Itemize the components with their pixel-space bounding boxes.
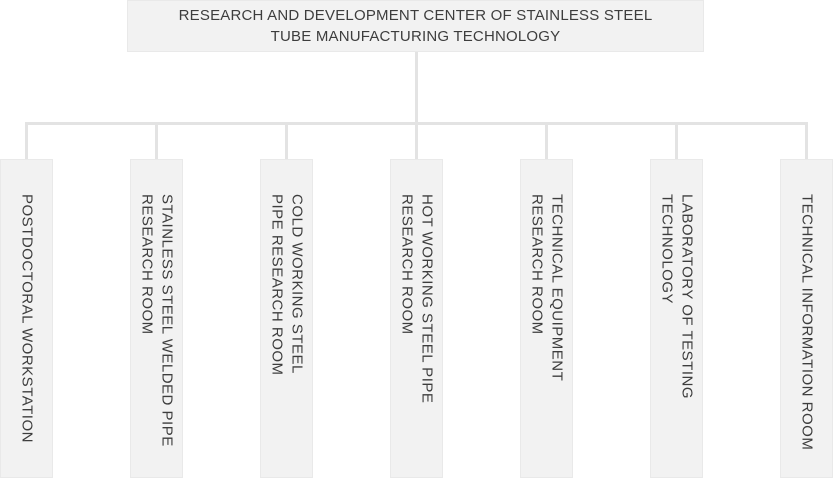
- dept-label: STAINLESS STEEL WELDED PIPE RESEARCH ROO…: [138, 194, 176, 447]
- connector-drop-2: [155, 122, 158, 160]
- org-root-node: RESEARCH AND DEVELOPMENT CENTER OF STAIN…: [127, 0, 704, 52]
- connector-drop-7: [805, 122, 808, 160]
- org-node-hot-working-steel-pipe-research-room: HOT WORKING STEEL PIPE RESEARCH ROOM: [390, 159, 443, 478]
- org-node-laboratory-of-testing-technology: LABORATORY OF TESTING TECHNOLOGY: [650, 159, 703, 478]
- org-root-label: RESEARCH AND DEVELOPMENT CENTER OF STAIN…: [178, 7, 653, 45]
- connector-root-stem: [415, 52, 418, 122]
- dept-label: TECHNICAL EQUIPMENT RESEARCH ROOM: [528, 194, 566, 382]
- dept-label: POSTDOCTORAL WORKSTATION: [18, 194, 36, 443]
- connector-drop-4: [415, 122, 418, 160]
- dept-label: LABORATORY OF TESTING TECHNOLOGY: [658, 194, 696, 399]
- connector-drop-1: [25, 122, 28, 160]
- org-node-technical-information-room: TECHNICAL INFORMATION ROOM: [780, 159, 833, 478]
- org-node-technical-equipment-research-room: TECHNICAL EQUIPMENT RESEARCH ROOM: [520, 159, 573, 478]
- org-node-cold-working-steel-pipe-research-room: COLD WORKING STEEL PIPE RESEARCH ROOM: [260, 159, 313, 478]
- org-node-postdoctoral-workstation: POSTDOCTORAL WORKSTATION: [0, 159, 53, 478]
- connector-drop-3: [285, 122, 288, 160]
- dept-label: HOT WORKING STEEL PIPE RESEARCH ROOM: [398, 194, 436, 404]
- dept-label: COLD WORKING STEEL PIPE RESEARCH ROOM: [268, 194, 306, 376]
- connector-drop-6: [675, 122, 678, 160]
- org-node-stainless-steel-welded-pipe-research-room: STAINLESS STEEL WELDED PIPE RESEARCH ROO…: [130, 159, 183, 478]
- dept-label: TECHNICAL INFORMATION ROOM: [798, 194, 816, 451]
- connector-drop-5: [545, 122, 548, 160]
